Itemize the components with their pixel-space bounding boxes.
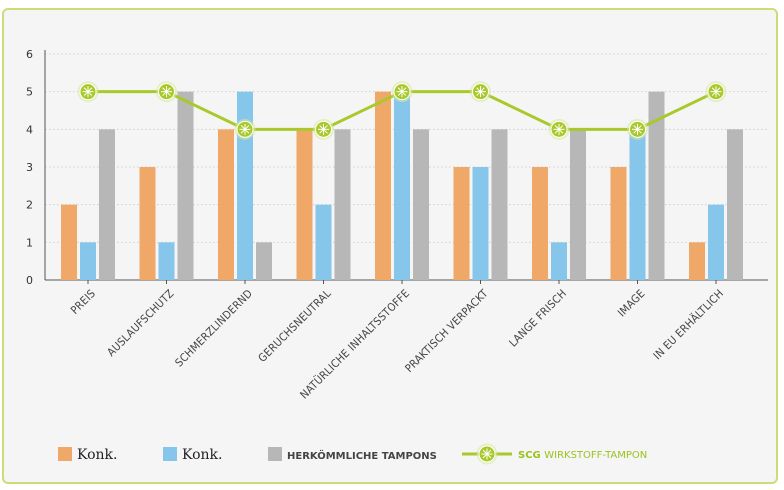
marker-ray (480, 87, 485, 93)
bar (727, 129, 743, 280)
legend-label: SCG WIRKSTOFF-TAMPON (518, 450, 647, 461)
bar (334, 129, 351, 280)
legend-label-text: WIRKSTOFF-TAMPON (544, 450, 647, 461)
bar (413, 129, 429, 280)
marker-ray (83, 91, 89, 96)
marker-ray (166, 87, 171, 93)
marker-ray (244, 125, 250, 130)
bar (218, 129, 234, 280)
y-tick-label: 3 (26, 161, 33, 174)
bar (394, 91, 410, 281)
x-tick-label: IN EU ERHÄLTLICH (651, 287, 726, 362)
marker-ray (476, 91, 481, 96)
marker-ray (486, 449, 492, 455)
marker-ray (482, 453, 488, 459)
legend-swatch (163, 447, 177, 461)
bar (551, 242, 567, 280)
y-tick-label: 4 (26, 123, 33, 136)
marker-ray (637, 128, 642, 134)
x-tick-label: IMAGE (615, 287, 647, 319)
marker-ray (558, 125, 564, 130)
marker-ray (319, 125, 324, 130)
marker-ray (323, 128, 328, 134)
bar (532, 167, 548, 280)
y-tick-label: 6 (26, 48, 33, 61)
marker-ray (558, 128, 564, 134)
marker-ray (482, 449, 488, 455)
marker-ray (554, 128, 560, 134)
marker-ray (240, 128, 246, 134)
bar (315, 204, 332, 280)
marker-ray (323, 125, 328, 130)
marker-ray (319, 128, 324, 134)
marker-ray (715, 87, 721, 93)
marker-ray (401, 87, 407, 93)
x-tick-label: GERUCHSNEUTRAL (256, 287, 334, 365)
bar (296, 129, 313, 280)
bar (570, 129, 586, 280)
legend-label: Konk. (77, 447, 117, 463)
bar (689, 242, 705, 280)
bar (256, 242, 272, 280)
bar (648, 91, 665, 281)
bar (61, 204, 77, 280)
bar (139, 167, 156, 280)
bar (375, 91, 391, 281)
y-tick-label: 5 (26, 86, 33, 99)
marker-ray (637, 125, 642, 130)
x-tick-label: PRAKTISCH VERPACKT (403, 286, 492, 375)
marker-ray (711, 91, 717, 96)
bar (472, 167, 489, 280)
marker-ray (397, 87, 403, 93)
bar (610, 167, 627, 280)
marker-ray (162, 91, 167, 96)
legend-label-prefix: SCG (518, 450, 544, 461)
marker-ray (240, 125, 246, 130)
y-tick-label: 1 (26, 236, 33, 249)
bar (453, 167, 470, 280)
marker-ray (633, 125, 638, 130)
bar (629, 129, 646, 280)
marker-ray (554, 125, 560, 130)
y-tick-label: 0 (26, 274, 33, 287)
bar (708, 204, 724, 280)
legend-swatch (58, 447, 72, 461)
legend-swatch (268, 447, 282, 461)
marker-ray (166, 91, 171, 96)
x-tick-label: LANGE FRISCH (507, 287, 570, 350)
marker-ray (87, 91, 93, 96)
marker-ray (162, 87, 167, 93)
marker-ray (711, 87, 717, 93)
marker-ray (480, 91, 485, 96)
x-tick-label: SCHMERZLINDERND (173, 287, 256, 370)
x-tick-label: PREIS (68, 287, 98, 317)
marker-ray (83, 87, 89, 93)
marker-ray (397, 91, 403, 96)
marker-ray (486, 453, 492, 459)
x-tick-label: AUSLAUFSCHUTZ (105, 287, 177, 359)
marker-ray (244, 128, 250, 134)
bar (177, 91, 194, 281)
legend-label: HERKÖMMLICHE TAMPONS (287, 448, 437, 462)
marker-ray (401, 91, 407, 96)
y-tick-label: 2 (26, 199, 33, 212)
marker-ray (633, 128, 638, 134)
marker-ray (87, 87, 93, 93)
bar (158, 242, 175, 280)
marker-ray (476, 87, 481, 93)
bar (491, 129, 508, 280)
bar (80, 242, 96, 280)
marker-ray (715, 91, 721, 96)
legend-label: Konk. (182, 447, 222, 463)
bar (99, 129, 115, 280)
